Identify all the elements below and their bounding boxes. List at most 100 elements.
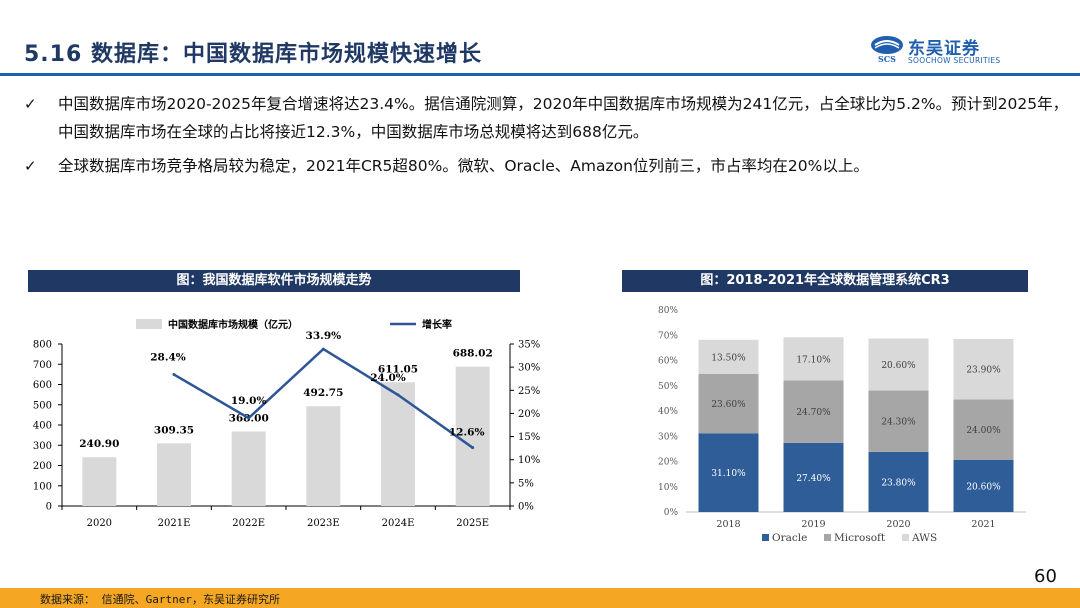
china-db-market-chart: 0 100 200 300 400 500 600 700 800 0% 5% 10% 15% 20% 25… bbox=[33, 318, 540, 529]
right-tick-label: 30% bbox=[518, 363, 540, 374]
data-source: 数据来源： 信通院、Gartner，东吴证券研究所 bbox=[40, 593, 280, 606]
left-tick-label: 700 bbox=[33, 360, 52, 371]
legend-label: Microsoft bbox=[834, 532, 886, 544]
left-tick-label: 0 bbox=[46, 502, 52, 513]
growth-rate-label: 28.4% bbox=[150, 352, 186, 364]
right-tick-label: 35% bbox=[518, 340, 540, 351]
segment-value-label: 31.10% bbox=[711, 469, 746, 479]
segment-value-label: 24.70% bbox=[796, 408, 831, 418]
x-tick-label: 2023E bbox=[307, 518, 340, 529]
legend-label: AWS bbox=[911, 532, 937, 544]
growth-rate-label: 24.0% bbox=[370, 372, 406, 384]
right-tick-label: 15% bbox=[518, 432, 540, 443]
segment-aws-2019 bbox=[783, 337, 844, 381]
segment-microsoft-2020 bbox=[868, 390, 929, 452]
segment-oracle-2021 bbox=[953, 459, 1014, 512]
legend-bar-label: 中国数据库市场规模（亿元） bbox=[168, 318, 298, 331]
x-tick-label: 2022E bbox=[232, 518, 265, 529]
right-tick-label: 25% bbox=[518, 386, 540, 397]
y-tick-label: 30% bbox=[658, 432, 678, 442]
bar-2023E bbox=[306, 406, 341, 506]
x-tick-label: 2019 bbox=[801, 519, 825, 530]
x-tick-label: 2024E bbox=[382, 518, 415, 529]
segment-oracle-2018 bbox=[698, 433, 759, 512]
bar-value-label: 309.35 bbox=[154, 424, 194, 436]
growth-rate-point bbox=[471, 446, 475, 450]
chart2-title: 图：2018-2021年全球数据管理系统CR3 bbox=[622, 270, 1028, 292]
x-tick-label: 2020 bbox=[886, 519, 910, 530]
segment-aws-2018 bbox=[698, 339, 759, 374]
bar-2021E bbox=[157, 443, 191, 506]
segment-value-label: 20.60% bbox=[881, 361, 916, 371]
y-tick-label: 10% bbox=[658, 483, 678, 493]
check-icon: ✓ bbox=[24, 157, 37, 175]
bar-value-label: 492.75 bbox=[303, 387, 343, 399]
left-tick-label: 100 bbox=[33, 481, 52, 492]
left-tick-label: 400 bbox=[33, 421, 52, 432]
segment-oracle-2020 bbox=[868, 451, 929, 512]
growth-rate-point bbox=[321, 347, 325, 351]
y-tick-label: 70% bbox=[658, 331, 678, 341]
slide-title: 5.16 数据库：中国数据库市场规模快速增长 bbox=[24, 42, 482, 67]
legend-line-label: 增长率 bbox=[422, 318, 452, 331]
right-tick-label: 5% bbox=[518, 478, 534, 489]
left-tick-label: 800 bbox=[33, 340, 52, 351]
logo-mark-text: SCS bbox=[878, 54, 896, 64]
right-tick-label: 0% bbox=[518, 502, 534, 513]
legend-swatch-aws bbox=[902, 534, 909, 541]
check-icon: ✓ bbox=[24, 95, 37, 113]
growth-rate-point bbox=[247, 416, 251, 420]
segment-oracle-2019 bbox=[783, 442, 844, 512]
right-tick-label: 20% bbox=[518, 409, 540, 420]
bullet-item: ✓ 全球数据库市场竞争格局较为稳定，2021年CR5超80%。微软、Oracle… bbox=[24, 152, 1074, 180]
bar-value-label: 688.02 bbox=[453, 348, 493, 360]
y-tick-label: 0% bbox=[664, 508, 679, 518]
bar-value-label: 240.90 bbox=[79, 438, 119, 450]
company-logo: SCS 东吴证券 SOOCHOW SECURITIES bbox=[870, 34, 1040, 70]
segment-value-label: 24.30% bbox=[881, 418, 916, 428]
y-tick-label: 40% bbox=[658, 407, 678, 417]
y-tick-label: 50% bbox=[658, 382, 678, 392]
growth-rate-label: 19.0% bbox=[231, 395, 267, 407]
logo-chinese-text: 东吴证券 bbox=[908, 39, 980, 59]
segment-value-label: 17.10% bbox=[796, 355, 831, 365]
y-tick-label: 20% bbox=[658, 458, 678, 468]
bar-2022E bbox=[231, 431, 266, 506]
x-tick-label: 2021E bbox=[158, 518, 191, 529]
bar-2024E bbox=[381, 382, 415, 506]
legend-bar-swatch bbox=[136, 319, 162, 329]
segment-value-label: 13.50% bbox=[711, 353, 746, 363]
global-dbms-cr3-chart: 0% 10% 20% 30% 40% 50% 60% 70% 80% 31.10% 23.60% 13… bbox=[658, 306, 1026, 544]
chart1-title: 图：我国数据库软件市场规模走势 bbox=[28, 270, 520, 292]
legend-swatch-oracle bbox=[762, 534, 769, 541]
growth-rate-point bbox=[396, 393, 400, 397]
growth-rate-label: 12.6% bbox=[449, 427, 485, 439]
bar-2020 bbox=[82, 457, 117, 506]
segment-value-label: 20.60% bbox=[966, 482, 1001, 492]
y-tick-label: 80% bbox=[658, 306, 678, 316]
segment-value-label: 23.90% bbox=[966, 366, 1001, 376]
scs-logo-icon: SCS bbox=[871, 36, 903, 64]
segment-value-label: 24.00% bbox=[966, 426, 1001, 436]
page-number: 60 bbox=[1034, 566, 1057, 587]
segment-value-label: 27.40% bbox=[796, 474, 831, 484]
segment-value-label: 23.80% bbox=[881, 478, 916, 488]
left-tick-label: 200 bbox=[33, 461, 52, 472]
header-rule bbox=[0, 73, 1080, 76]
x-tick-label: 2021 bbox=[971, 519, 995, 530]
growth-rate-point bbox=[172, 373, 176, 377]
bullet-list: ✓ 中国数据库市场2020-2025年复合增速将达23.4%。据信通院测算，20… bbox=[24, 90, 1074, 180]
segment-microsoft-2018 bbox=[698, 373, 759, 434]
bar-value-label: 611.05 bbox=[378, 363, 418, 375]
logo-english-text: SOOCHOW SECURITIES bbox=[908, 56, 1001, 65]
segment-value-label: 23.60% bbox=[711, 400, 746, 410]
left-tick-label: 600 bbox=[33, 380, 52, 391]
bullet-item: ✓ 中国数据库市场2020-2025年复合增速将达23.4%。据信通院测算，20… bbox=[24, 90, 1074, 146]
segment-microsoft-2021 bbox=[953, 399, 1014, 460]
footer-bar bbox=[0, 588, 1080, 608]
left-tick-label: 500 bbox=[33, 400, 52, 411]
legend-label: Oracle bbox=[772, 532, 807, 544]
x-tick-label: 2025E bbox=[456, 518, 489, 529]
right-tick-label: 10% bbox=[518, 455, 540, 466]
x-tick-label: 2018 bbox=[716, 519, 740, 530]
